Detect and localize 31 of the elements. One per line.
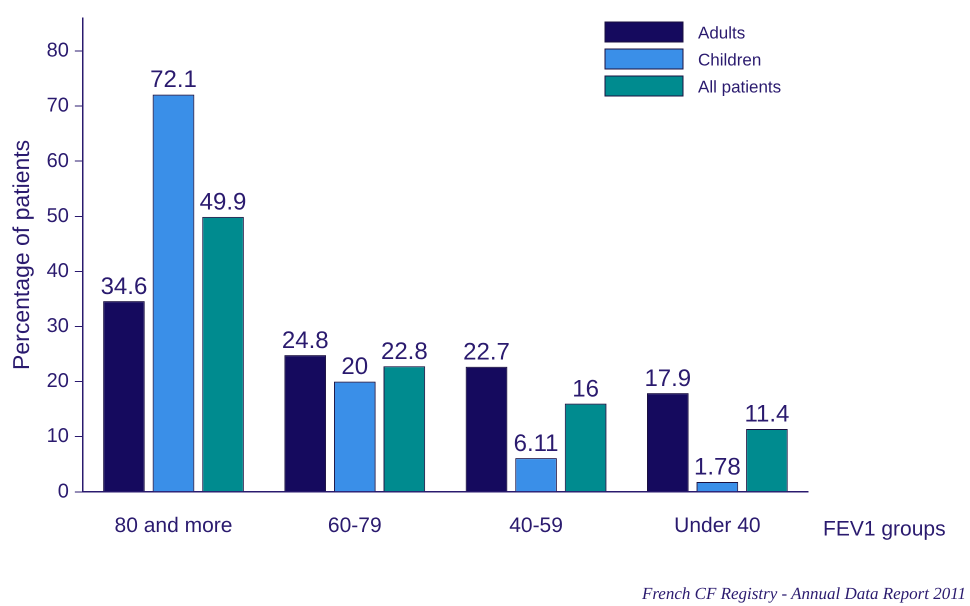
data-label: 34.6 <box>100 272 148 300</box>
y-tick-label: 20 <box>46 370 69 392</box>
y-tick-label: 40 <box>46 260 69 282</box>
y-tick-label: 80 <box>46 40 69 62</box>
data-label: 22.8 <box>380 338 428 365</box>
legend-label: All patients <box>698 78 782 97</box>
x-tick-label: 60-79 <box>328 514 382 538</box>
data-label: 24.8 <box>282 326 329 354</box>
y-tick-label: 60 <box>46 150 69 172</box>
data-label: 6.11 <box>514 430 559 457</box>
data-label: 20 <box>341 353 368 380</box>
data-label: 17.9 <box>644 364 692 392</box>
data-label: 1.78 <box>694 454 741 481</box>
data-label: 22.7 <box>463 338 510 366</box>
text: French CF Registry - Annual Data Report 2011 <box>640 584 966 603</box>
data-label: 49.9 <box>200 188 246 216</box>
data-label: 72.1 <box>150 66 197 94</box>
y-tick-label: 30 <box>46 315 69 338</box>
data-label: 16 <box>572 375 599 402</box>
x-tick-label: Under 40 <box>674 514 761 538</box>
data-label: 11.4 <box>744 400 790 428</box>
x-tick-label: 80 and more <box>114 514 232 538</box>
legend-label: Children <box>698 50 762 70</box>
legend-label: Adults <box>698 24 746 43</box>
y-tick-label: 0 <box>58 480 69 502</box>
x-tick-label: 40-59 <box>509 514 563 538</box>
y-axis-title: Percentage of patients <box>8 140 34 370</box>
y-tick-label: 10 <box>46 425 69 448</box>
y-tick-label: 50 <box>46 204 69 227</box>
x-axis-title: FEV1 groups <box>823 518 946 541</box>
y-tick-label: 70 <box>46 94 69 117</box>
